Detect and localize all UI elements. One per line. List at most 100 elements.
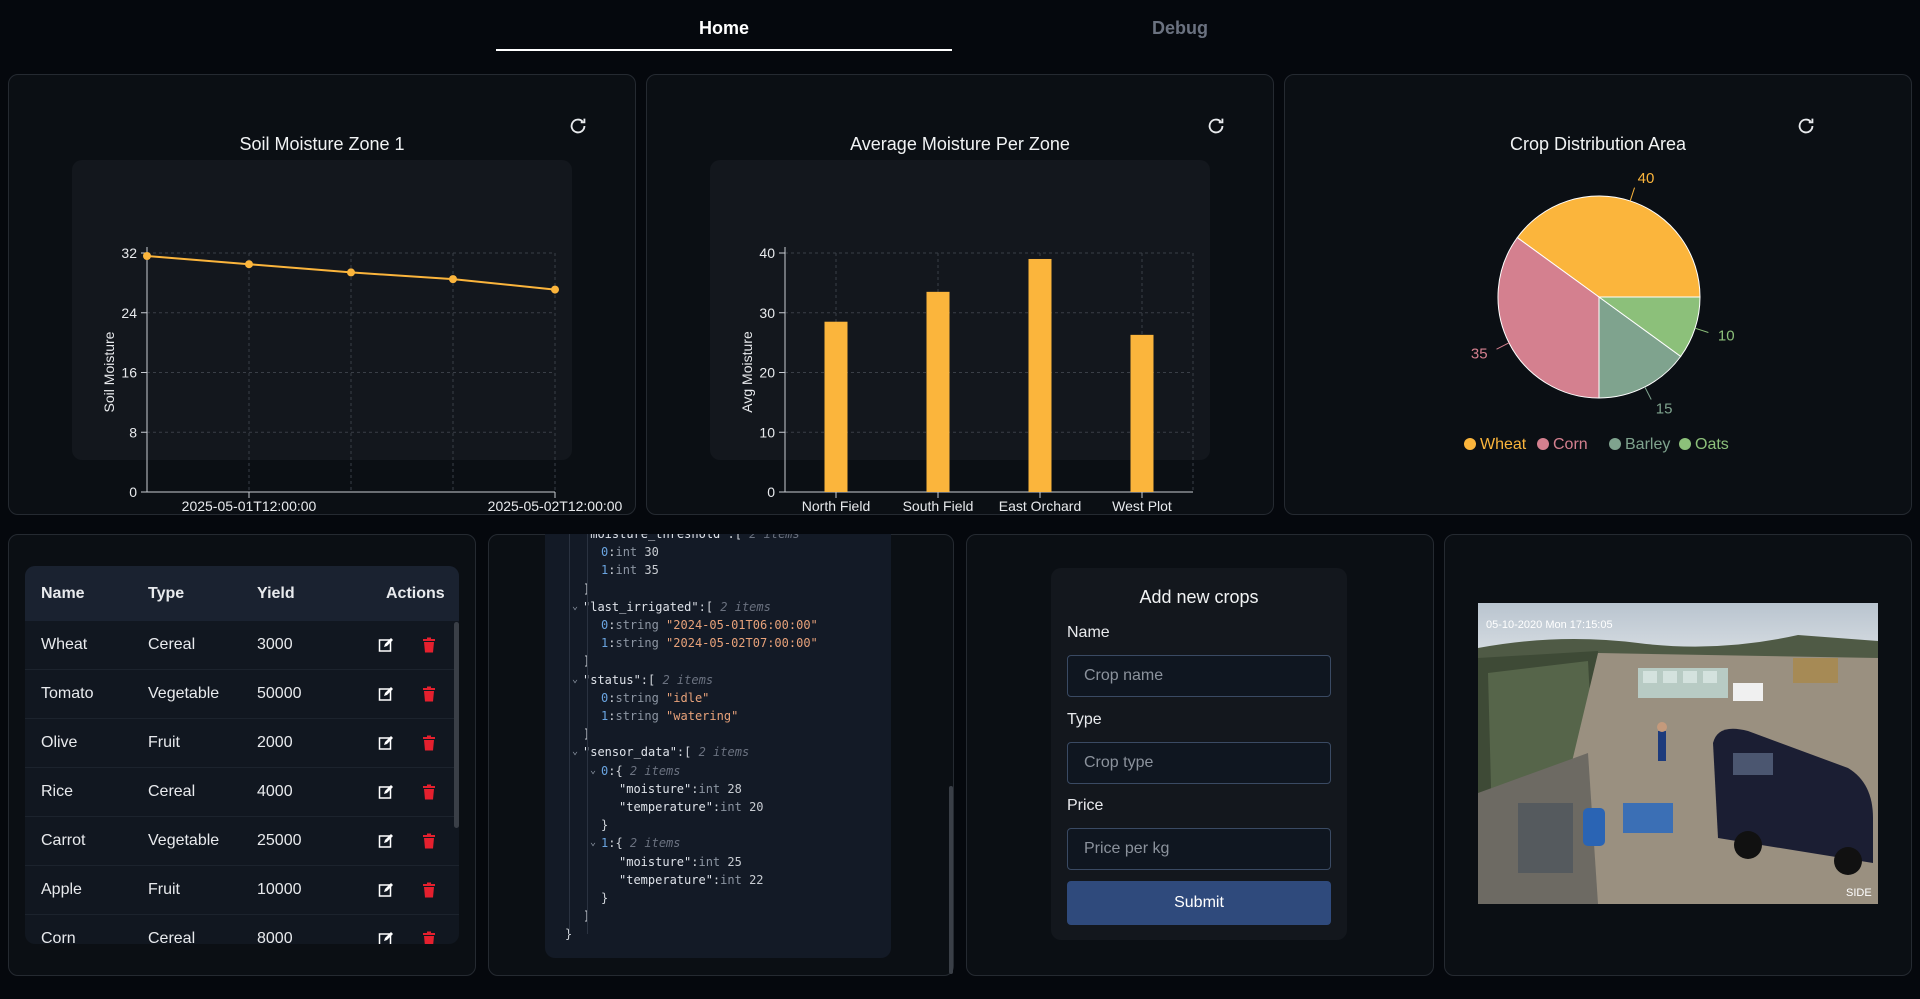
indent-guide (569, 534, 570, 934)
json-token: "moisture" (619, 781, 692, 796)
refresh-icon[interactable] (567, 115, 589, 137)
x-axis-label: Time (336, 513, 367, 516)
avg-moisture-card: Average Moisture Per Zone 0 10 20 30 40 North… (646, 74, 1274, 516)
json-line: ] (583, 580, 590, 598)
cell-yield: 3000 (257, 636, 293, 653)
trash-icon[interactable] (421, 735, 437, 751)
json-token: "last_irrigated" (583, 599, 699, 614)
pie-value-label: 35 (1471, 346, 1488, 363)
y-tick-label: 32 (121, 245, 137, 261)
json-line: } (565, 925, 572, 943)
json-token: 25 (727, 854, 742, 869)
trash-icon[interactable] (421, 686, 437, 702)
submit-button[interactable]: Submit (1067, 881, 1331, 925)
json-token: "temperature" (619, 800, 713, 814)
table-row: Tomato Vegetable 50000 (25, 670, 459, 719)
edit-icon[interactable] (378, 833, 394, 849)
refresh-icon[interactable] (1205, 115, 1227, 137)
json-token: string (615, 690, 667, 705)
json-line: } (601, 816, 608, 834)
legend-label: Barley (1625, 436, 1670, 453)
y-axis-label: Soil Moisture (101, 331, 117, 412)
json-token: } (565, 927, 573, 942)
json-token: 22 (749, 872, 764, 887)
crop-type-input[interactable] (1067, 742, 1331, 784)
json-token: :{ (608, 763, 630, 778)
y-tick-label: 0 (129, 484, 137, 500)
collapse-caret-icon[interactable]: ⌄ (590, 764, 597, 776)
edit-icon[interactable] (378, 931, 394, 944)
pie-value-label: 15 (1656, 400, 1673, 417)
json-token: : (691, 781, 699, 796)
json-viewer: "moisture_threshold":[ 2 items 0:int 30 1:… (545, 534, 891, 958)
legend-label: Oats (1695, 436, 1729, 453)
cell-name: Carrot (41, 832, 86, 849)
json-line: ⌄ "sensor_data":[ 2 items (572, 743, 750, 761)
refresh-icon[interactable] (1795, 115, 1817, 137)
trash-icon[interactable] (421, 882, 437, 898)
trash-icon[interactable] (421, 833, 437, 849)
tab-home[interactable]: Home (496, 0, 952, 51)
trash-icon[interactable] (421, 931, 437, 944)
edit-icon[interactable] (378, 784, 394, 800)
json-token: 35 (644, 563, 659, 578)
json-line: } (601, 889, 608, 907)
trash-icon[interactable] (421, 637, 437, 653)
json-token: } (601, 891, 609, 905)
cell-type: Vegetable (148, 685, 220, 702)
json-token: : (608, 709, 616, 723)
edit-icon[interactable] (378, 686, 394, 702)
json-token: 28 (727, 781, 742, 796)
form-title: Add new crops (1139, 587, 1259, 607)
x-tick-label: East Orchard (999, 498, 1081, 514)
tab-debug[interactable]: Debug (1152, 18, 1208, 38)
trash-icon[interactable] (421, 784, 437, 800)
cell-name: Tomato (41, 685, 94, 702)
edit-icon[interactable] (378, 882, 394, 898)
collapse-caret-icon[interactable]: ⌄ (572, 673, 579, 685)
table-row: Olive Fruit 2000 (25, 719, 459, 768)
cell-type: Cereal (148, 930, 196, 944)
json-line: "temperature":int 22 (619, 871, 764, 889)
chart-plot-area (710, 160, 1210, 460)
y-tick-label: 8 (129, 424, 137, 440)
table-row: Apple Fruit 10000 (25, 866, 459, 915)
json-token: "status" (583, 672, 641, 687)
bar (1130, 334, 1154, 492)
pie-label-line (1629, 187, 1636, 202)
x-tick-label: 2025-05-01T12:00:00 (182, 498, 317, 514)
collapse-caret-icon[interactable]: ⌄ (590, 837, 597, 849)
x-axis-label: Zone (973, 513, 1005, 516)
json-line: ⌄ 1:{ 2 items (590, 834, 681, 852)
json-token: : (608, 636, 616, 651)
bar (824, 321, 848, 492)
json-token: ] (583, 909, 590, 923)
json-token: 0 (601, 545, 609, 560)
json-scrollbar[interactable] (949, 786, 953, 974)
edit-icon[interactable] (378, 637, 394, 653)
cell-yield: 8000 (257, 930, 293, 944)
collapse-caret-icon[interactable]: ⌄ (572, 600, 579, 612)
data-point (551, 285, 559, 294)
collapse-caret-icon[interactable]: ⌄ (572, 746, 579, 758)
json-token: string (615, 636, 667, 651)
header-actions: Actions (386, 584, 445, 602)
x-tick-label: South Field (903, 498, 974, 514)
legend-swatch (1464, 438, 1476, 450)
add-crop-form: Add new crops Name Type Price Submit (1051, 568, 1347, 940)
table-scrollbar[interactable] (454, 622, 459, 828)
avg-moisture-bar-chart: 0 10 20 30 40 North Field South Field East Orch… (739, 245, 1194, 516)
cell-yield: 2000 (257, 734, 293, 751)
edit-icon[interactable] (378, 735, 394, 751)
json-token: string (615, 618, 667, 632)
type-label: Type (1067, 711, 1102, 728)
crop-name-input[interactable] (1067, 655, 1331, 697)
json-token: int (720, 872, 750, 887)
price-input[interactable] (1067, 828, 1331, 870)
soil-moisture-card: Soil Moisture Zone 1 0 8 16 24 32 2025-05-01T… (8, 74, 636, 516)
header-type: Type (148, 584, 185, 602)
table-body: Wheat Cereal 3000 Tomato Vegetable 50000 Oli… (25, 621, 459, 944)
y-tick-label: 30 (759, 305, 775, 321)
json-token: 2 items (698, 745, 750, 760)
json-line: "temperature":int 20 (619, 798, 764, 816)
